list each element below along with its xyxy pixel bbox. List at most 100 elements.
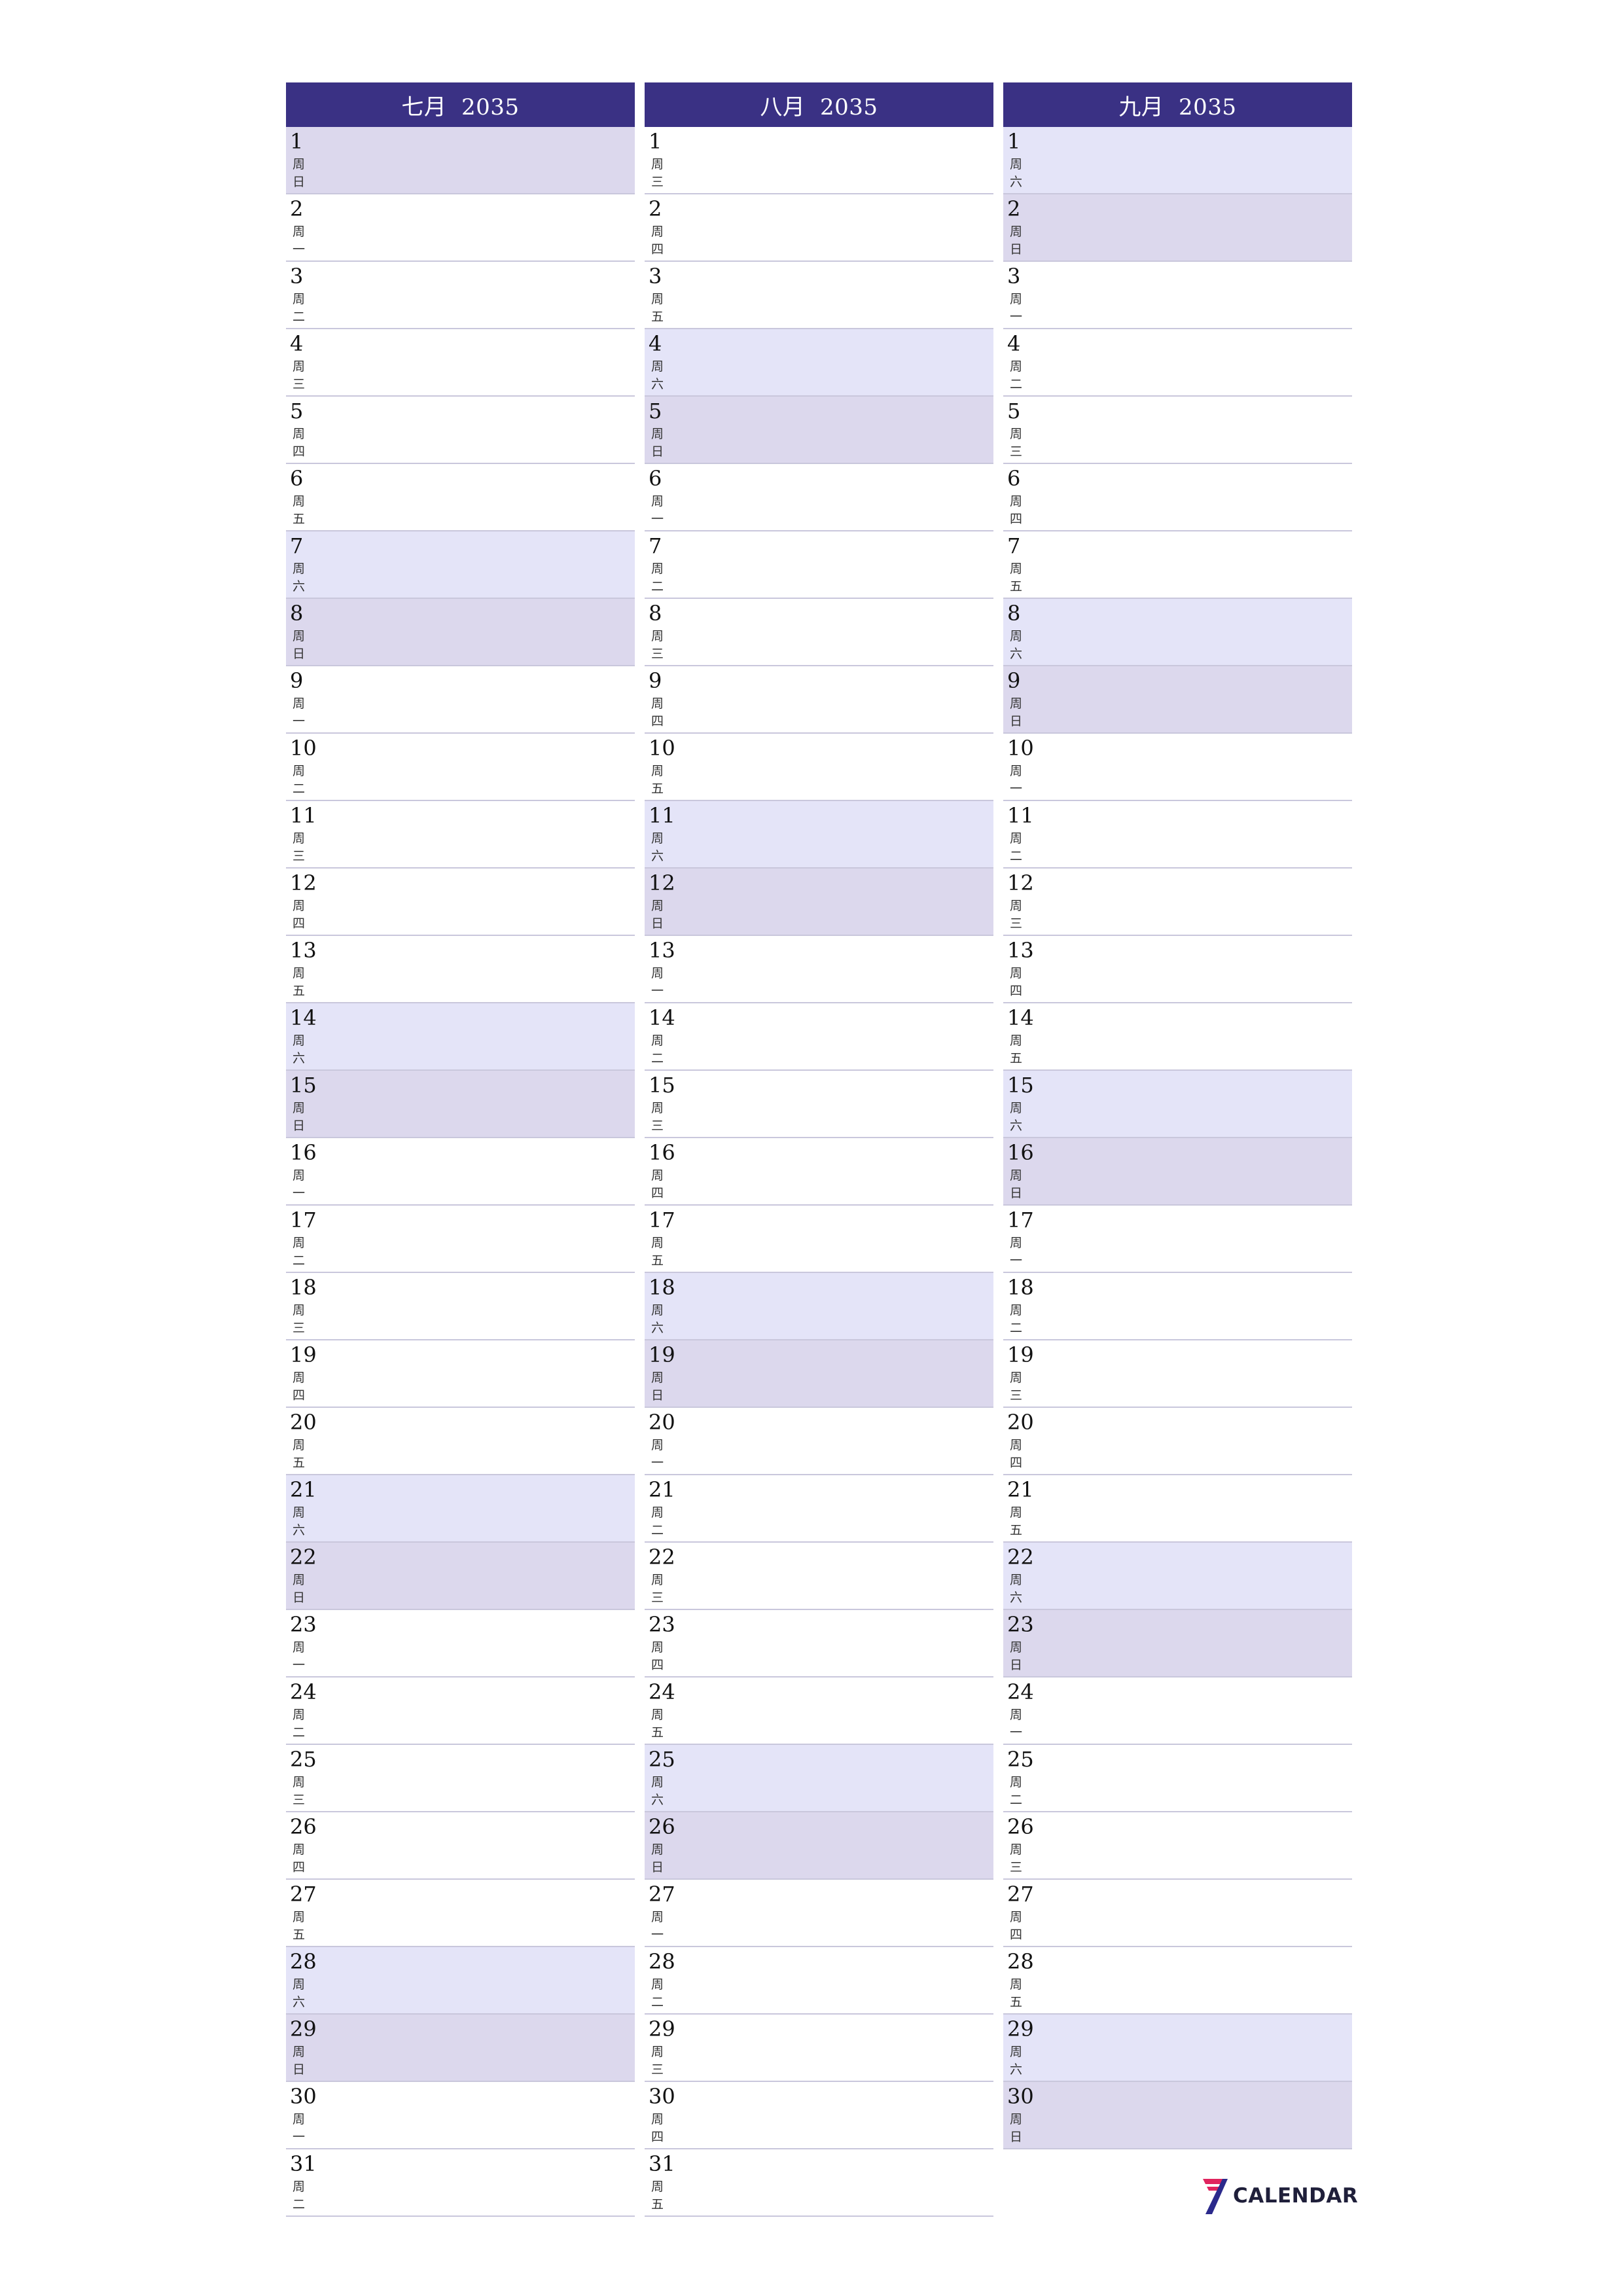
weekday-label: 周三 — [1010, 427, 1023, 459]
weekday-label: 周日 — [651, 1371, 664, 1403]
weekday-label: 周五 — [1010, 1033, 1023, 1066]
weekday-label: 周五 — [293, 966, 306, 998]
day-row: 9 周日 — [1003, 666, 1352, 734]
day-row: 17 周五 — [645, 1206, 993, 1273]
weekday-label: 周四 — [293, 899, 306, 931]
day-number: 28 — [290, 1949, 317, 1974]
weekday-label: 周日 — [293, 1101, 306, 1133]
day-number: 3 — [1007, 264, 1021, 289]
day-number: 25 — [290, 1747, 317, 1772]
weekday-label: 周四 — [1010, 966, 1023, 998]
day-row: 10 周一 — [1003, 734, 1352, 801]
weekday-label: 周四 — [651, 1168, 664, 1200]
day-row: 23 周日 — [1003, 1610, 1352, 1677]
day-number: 31 — [290, 2151, 317, 2176]
day-row: 12 周四 — [286, 869, 635, 936]
weekday-label: 周五 — [651, 292, 664, 324]
weekday-label: 周六 — [293, 1977, 306, 2009]
day-row: 2 周日 — [1003, 194, 1352, 262]
day-number: 16 — [1007, 1140, 1034, 1165]
weekday-label: 周六 — [293, 562, 306, 594]
day-number: 28 — [1007, 1949, 1034, 1974]
day-row: 14 周五 — [1003, 1003, 1352, 1071]
day-row: 13 周五 — [286, 936, 635, 1003]
day-number: 23 — [290, 1612, 317, 1637]
day-number: 12 — [1007, 870, 1034, 895]
day-row: 10 周五 — [645, 734, 993, 801]
day-row: 21 周五 — [1003, 1475, 1352, 1543]
day-row: 3 周二 — [286, 262, 635, 329]
day-number: 24 — [290, 1679, 317, 1704]
day-number: 12 — [290, 870, 317, 895]
day-row: 18 周六 — [645, 1273, 993, 1340]
weekday-label: 周三 — [651, 157, 664, 189]
day-row: 27 周一 — [645, 1880, 993, 1947]
day-row: 12 周日 — [645, 869, 993, 936]
day-number: 19 — [1007, 1342, 1034, 1367]
day-number: 6 — [1007, 466, 1021, 491]
day-number: 4 — [649, 331, 662, 356]
day-number: 15 — [1007, 1073, 1034, 1098]
weekday-label: 周日 — [293, 157, 306, 189]
day-row: 5 周日 — [645, 397, 993, 464]
day-list: 1 周三 2 周四 3 周五 4 周六 5 周日 6 周一 7 周二 8 周三 9 周四 10 周五 11 周六 12 周日 1… — [645, 127, 993, 2217]
day-row: 27 周五 — [286, 1880, 635, 1947]
day-number: 20 — [290, 1410, 317, 1435]
day-number: 21 — [1007, 1477, 1034, 1502]
weekday-label: 周五 — [651, 1708, 664, 1740]
weekday-label: 周日 — [1010, 224, 1023, 257]
weekday-label: 周四 — [651, 1640, 664, 1672]
day-number: 18 — [290, 1275, 317, 1300]
day-number: 25 — [649, 1747, 675, 1772]
day-row: 1 周日 — [286, 127, 635, 194]
weekday-label: 周六 — [1010, 157, 1023, 189]
weekday-label: 周二 — [1010, 1303, 1023, 1335]
day-row: 26 周三 — [1003, 1812, 1352, 1880]
day-row: 24 周五 — [645, 1677, 993, 1745]
weekday-label: 周四 — [293, 427, 306, 459]
weekday-label: 周五 — [1010, 1505, 1023, 1537]
day-row: 1 周三 — [645, 127, 993, 194]
day-row: 6 周一 — [645, 464, 993, 531]
day-number: 19 — [290, 1342, 317, 1367]
day-number: 11 — [290, 803, 317, 828]
weekday-label: 周五 — [651, 2179, 664, 2212]
weekday-label: 周一 — [1010, 292, 1023, 324]
seven-mark-icon — [1203, 2179, 1228, 2214]
day-number: 29 — [649, 2017, 675, 2041]
day-number: 26 — [649, 1814, 675, 1839]
day-row: 4 周三 — [286, 329, 635, 397]
day-number: 21 — [649, 1477, 675, 1502]
day-number: 21 — [290, 1477, 317, 1502]
month-header: 七月 2035 — [286, 82, 635, 127]
day-number: 25 — [1007, 1747, 1034, 1772]
day-number: 11 — [1007, 803, 1034, 828]
day-row: 8 周三 — [645, 599, 993, 666]
day-number: 27 — [649, 1882, 675, 1907]
day-number: 4 — [1007, 331, 1021, 356]
weekday-label: 周日 — [1010, 1168, 1023, 1200]
day-number: 13 — [290, 938, 317, 963]
day-number: 26 — [1007, 1814, 1034, 1839]
day-number: 18 — [649, 1275, 675, 1300]
weekday-label: 周四 — [1010, 494, 1023, 526]
weekday-label: 周三 — [1010, 1371, 1023, 1403]
day-row: 23 周一 — [286, 1610, 635, 1677]
day-row: 20 周四 — [1003, 1408, 1352, 1475]
weekday-label: 周六 — [293, 1033, 306, 1066]
day-number: 30 — [1007, 2084, 1034, 2109]
day-row: 9 周四 — [645, 666, 993, 734]
three-month-calendar: 七月 2035 1 周日 2 周一 3 周二 4 周三 5 周四 6 周五 7 周六 8 周日 9 周一 10 周二 1… — [286, 82, 1355, 2242]
weekday-label: 周三 — [1010, 1842, 1023, 1874]
day-row: 28 周二 — [645, 1947, 993, 2015]
day-row: 19 周四 — [286, 1340, 635, 1408]
weekday-label: 周二 — [293, 292, 306, 324]
day-row: 11 周三 — [286, 801, 635, 869]
weekday-label: 周四 — [293, 1842, 306, 1874]
weekday-label: 周一 — [293, 2112, 306, 2144]
day-number: 31 — [649, 2151, 675, 2176]
day-number: 1 — [290, 129, 304, 154]
day-number: 7 — [290, 533, 304, 558]
day-number: 1 — [649, 129, 662, 154]
day-number: 15 — [649, 1073, 675, 1098]
